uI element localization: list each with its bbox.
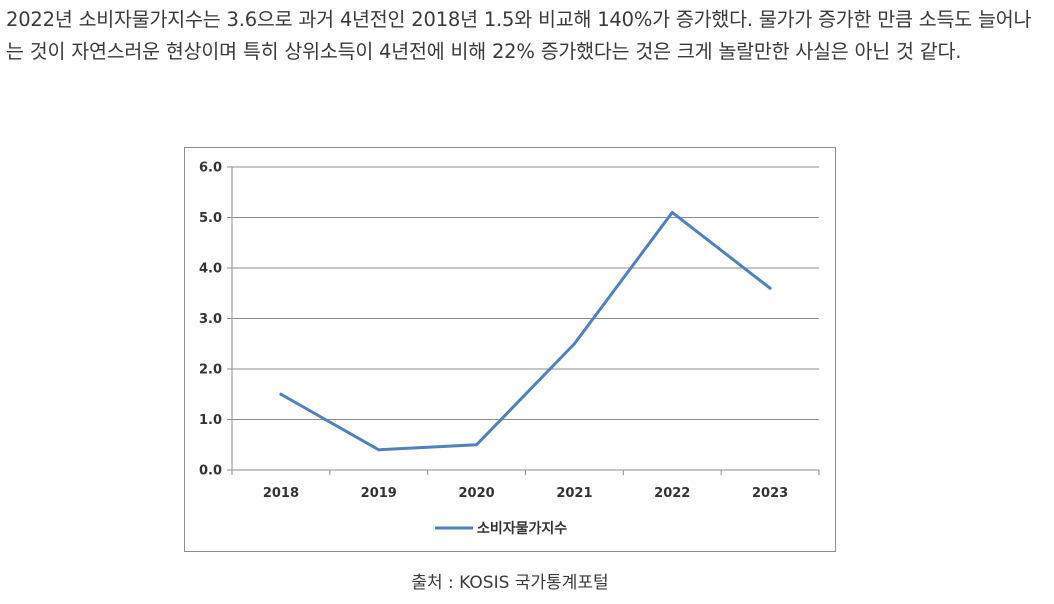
series-lines — [279, 210, 772, 452]
y-tick-label: 4.0 — [199, 262, 222, 277]
data-point — [475, 443, 479, 447]
x-axis-tick-labels: 2018 2019 2020 2021 2022 2023 — [263, 486, 788, 501]
x-tick-label: 2023 — [752, 486, 788, 501]
x-tick-label: 2018 — [263, 486, 299, 501]
x-tick-label: 2019 — [361, 486, 397, 501]
series-line — [279, 210, 772, 452]
line-chart: 6.0 5.0 4.0 3.0 2.0 1.0 0.0 2018 2019 2020 2021 20… — [184, 147, 836, 552]
y-tick-label: 2.0 — [199, 363, 222, 378]
data-point — [377, 448, 381, 452]
gridlines — [232, 166, 819, 420]
data-point — [279, 392, 283, 396]
x-tick-label: 2022 — [654, 486, 690, 501]
data-point — [768, 286, 772, 290]
data-point — [670, 210, 674, 214]
chart-canvas: 6.05.04.03.02.01.00.0 2018 2019 2020 2021 20… — [199, 161, 820, 537]
axes — [227, 166, 820, 475]
y-tick-label: 5.0 — [199, 211, 222, 226]
y-axis-tick-labels: 6.0 5.0 4.0 3.0 2.0 1.0 0.0 — [199, 161, 222, 479]
y-tick-label: 0.0 — [199, 464, 222, 479]
data-point — [572, 342, 576, 346]
chart-legend: 소비자물가지수 — [435, 521, 567, 537]
article-paragraph: 2022년 소비자물가지수는 3.6으로 과거 4년전인 2018년 1.5와 … — [6, 8, 1032, 63]
legend-label: 소비자물가지수 — [477, 521, 567, 537]
y-tick-label: 6.0 — [199, 161, 222, 176]
y-tick-label: 1.0 — [199, 413, 222, 428]
source-caption: 출처 : KOSIS 국가통계포털 — [411, 573, 609, 593]
y-tick-label: 3.0 — [199, 312, 222, 327]
x-tick-label: 2021 — [556, 486, 592, 501]
x-tick-label: 2020 — [458, 486, 494, 501]
